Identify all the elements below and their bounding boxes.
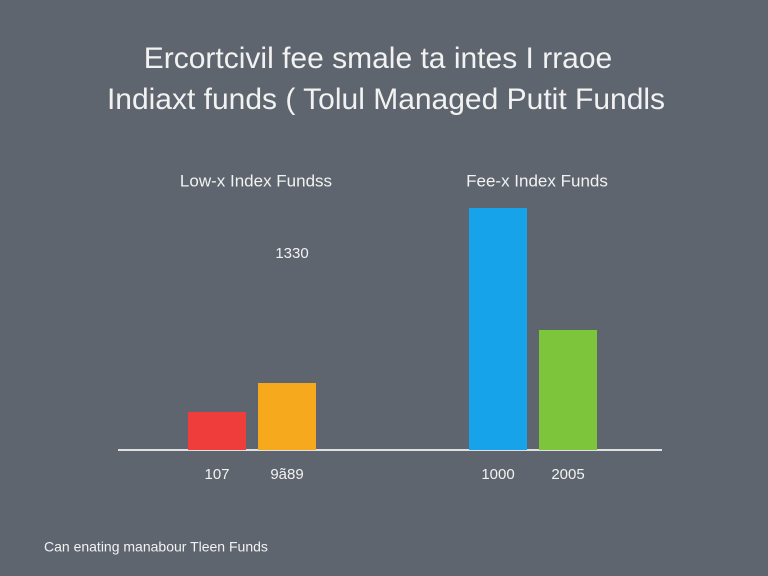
group-label: Fee-x Index Funds xyxy=(466,171,608,190)
bar xyxy=(469,208,527,450)
group-label: Low-x Index Fundss xyxy=(180,171,332,190)
footnote: Can enating manabour Tleen Funds xyxy=(44,539,268,555)
x-tick-label: 107 xyxy=(204,466,229,483)
annotation: 1330 xyxy=(275,245,308,262)
chart-title: Ercortcivil fee smale ta intes I rraoe xyxy=(144,42,613,75)
bar xyxy=(188,412,246,450)
bar xyxy=(539,330,597,450)
bar xyxy=(258,383,316,450)
x-tick-label: 2005 xyxy=(551,466,584,483)
chart-subtitle: Indiaxt funds ( Tolul Managed Putit Fund… xyxy=(107,83,665,116)
x-tick-label: 1000 xyxy=(481,466,514,483)
x-tick-label: 9ã89 xyxy=(270,466,303,483)
